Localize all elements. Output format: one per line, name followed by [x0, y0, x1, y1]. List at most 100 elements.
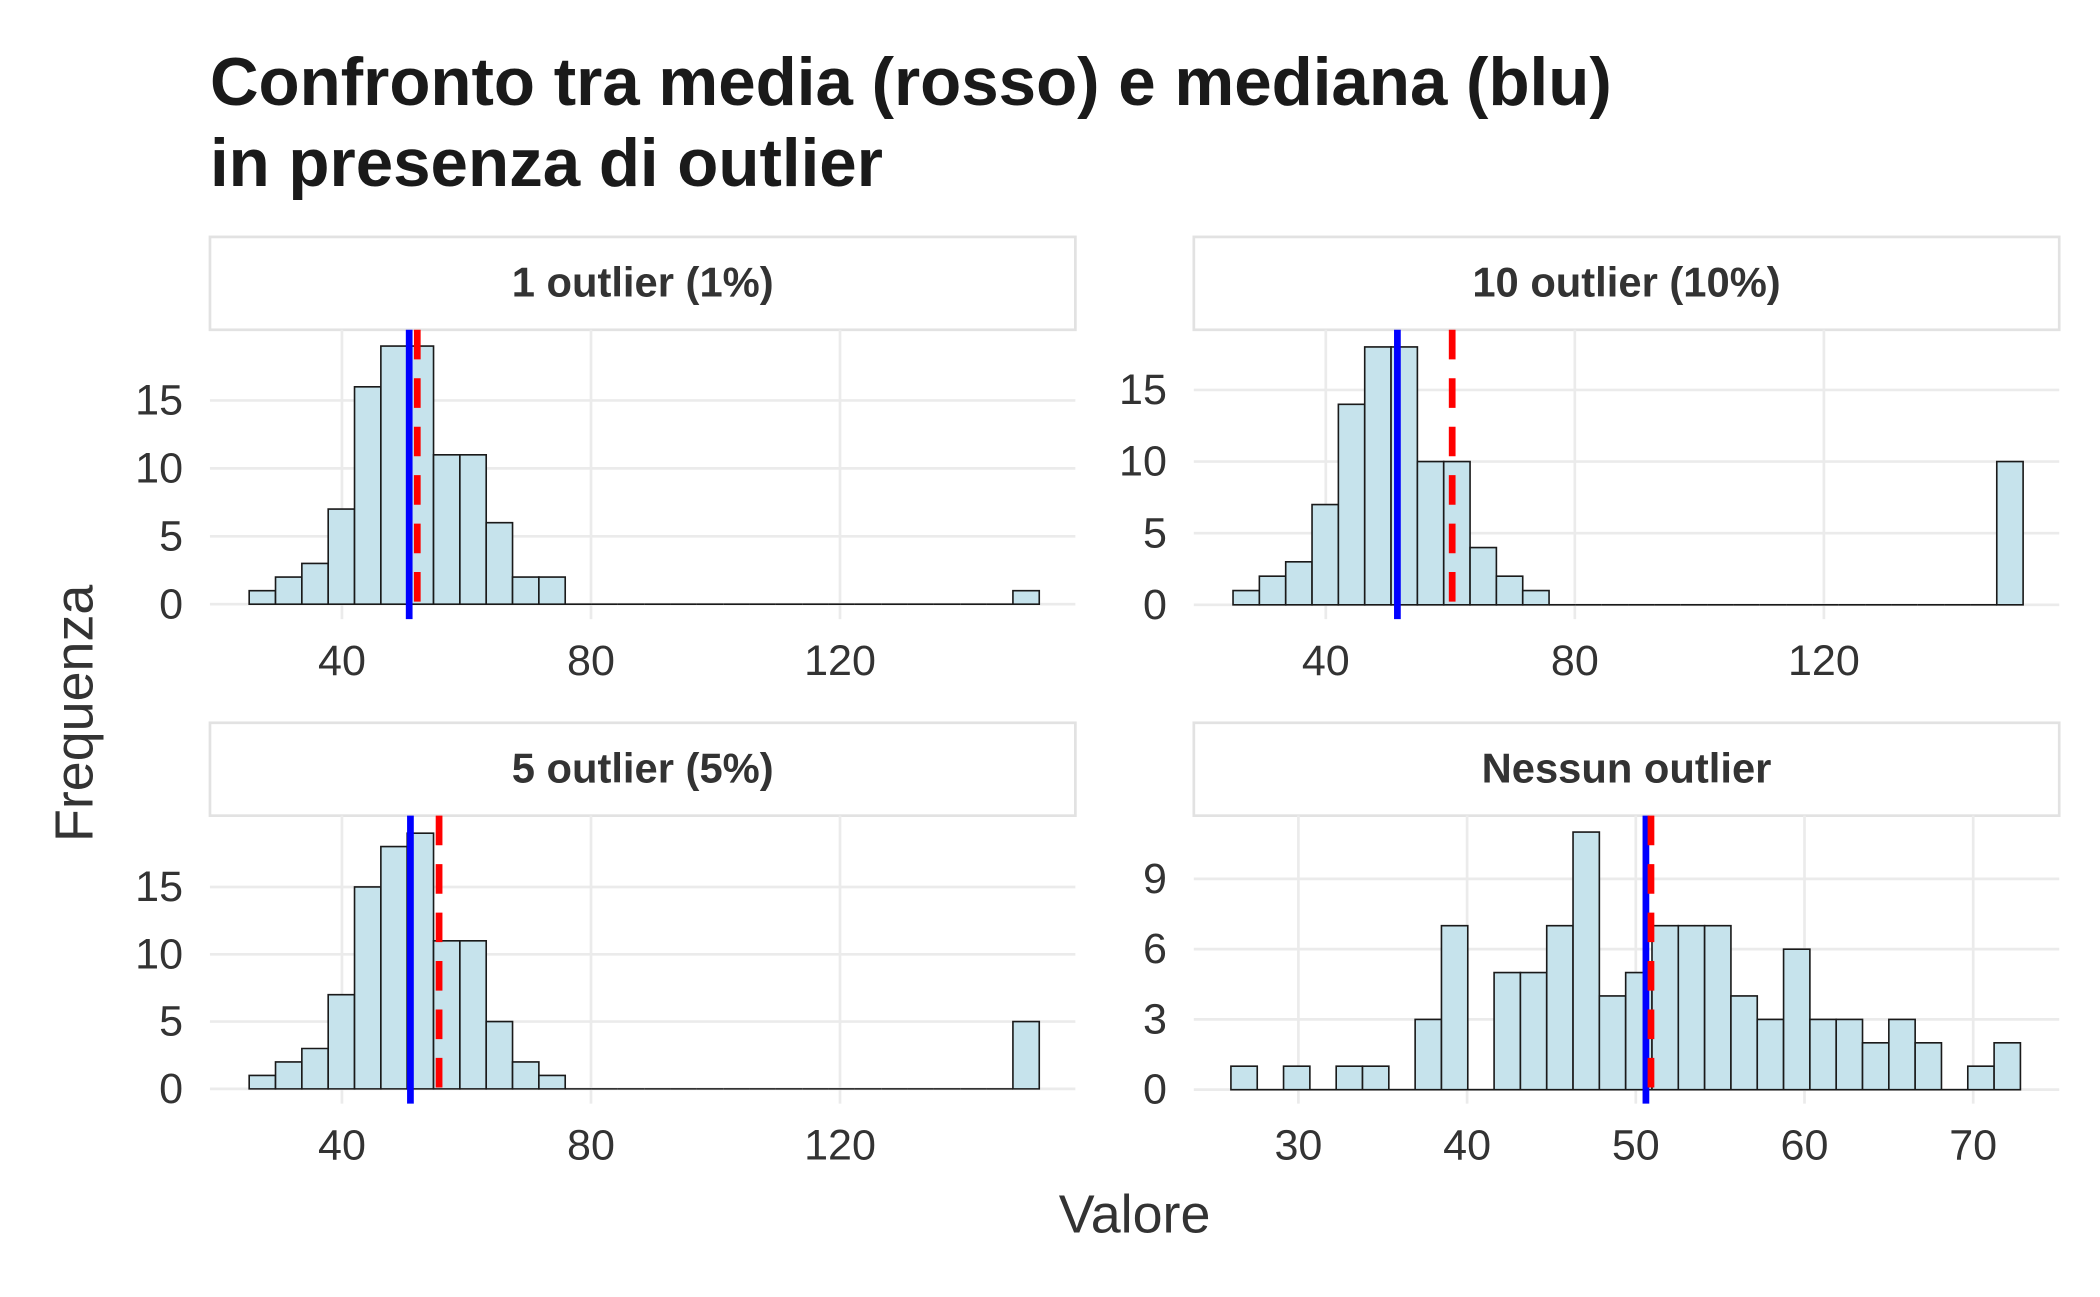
- histogram-bar: [248, 589, 277, 606]
- histogram-bar: [459, 940, 488, 1090]
- x-tick-label: 60: [1781, 1121, 1829, 1169]
- histogram-bar: [1232, 589, 1261, 606]
- x-tick-label: 120: [804, 637, 876, 685]
- histogram-bar: [1598, 995, 1627, 1091]
- histogram-bar: [1337, 403, 1366, 606]
- histogram-bar: [1677, 924, 1706, 1091]
- strip-title: 1 outlier (1%): [512, 258, 774, 305]
- x-tick-label: 120: [1788, 637, 1860, 685]
- x-tick-label: 40: [1302, 637, 1350, 685]
- histogram-bar: [432, 453, 461, 606]
- histogram-bar: [380, 345, 409, 606]
- histogram-bar: [459, 453, 488, 606]
- y-tick-label: 15: [135, 863, 183, 911]
- histogram-bar: [1493, 971, 1522, 1091]
- y-tick-label: 10: [1119, 438, 1167, 486]
- histogram-bar: [1258, 575, 1287, 606]
- x-tick-label: 80: [567, 1121, 615, 1169]
- strip-title: Nessun outlier: [1482, 744, 1772, 791]
- x-tick-label: 80: [1551, 637, 1599, 685]
- x-tick-label: 40: [318, 637, 366, 685]
- histogram-bar: [1835, 1018, 1864, 1091]
- strip-background: [208, 235, 1077, 332]
- histogram-bar: [1756, 1018, 1785, 1091]
- x-tick-label: 80: [567, 637, 615, 685]
- histogram-bar: [1440, 924, 1469, 1091]
- y-tick-label: 6: [1143, 925, 1167, 973]
- y-tick-label: 10: [135, 930, 183, 978]
- histogram-bar: [485, 521, 514, 606]
- strip-background: [1192, 721, 2061, 818]
- x-tick-label: 40: [318, 1121, 366, 1169]
- y-tick-label: 5: [159, 998, 183, 1046]
- y-tick-label: 9: [1143, 855, 1167, 903]
- histogram-bar: [1995, 460, 2024, 606]
- y-tick-label: 3: [1143, 995, 1167, 1043]
- y-tick-label: 15: [135, 377, 183, 425]
- histogram-bar: [1335, 1065, 1364, 1091]
- histogram-bar: [1469, 546, 1498, 606]
- histogram-bar: [511, 1061, 540, 1090]
- histogram-bar: [1914, 1041, 1943, 1091]
- y-tick-label: 10: [135, 444, 183, 492]
- x-tick-label: 40: [1443, 1121, 1491, 1169]
- histogram-bar: [1012, 589, 1041, 606]
- strip-title: 10 outlier (10%): [1472, 258, 1780, 305]
- histogram-bar: [1311, 503, 1340, 606]
- histogram-bar: [1651, 924, 1680, 1091]
- histogram-bar: [1416, 460, 1445, 606]
- histogram-bar: [1442, 460, 1471, 606]
- histogram-bar: [353, 886, 382, 1090]
- y-tick-label: 5: [159, 512, 183, 560]
- strip-background: [1192, 235, 2061, 332]
- x-tick-label: 50: [1612, 1121, 1660, 1169]
- x-tick-label: 120: [804, 1121, 876, 1169]
- histogram-bar: [1966, 1065, 1995, 1091]
- histogram-bar: [1888, 1018, 1916, 1091]
- histogram-bar: [1012, 1020, 1041, 1090]
- y-tick-label: 0: [1143, 581, 1167, 629]
- y-tick-label: 15: [1119, 366, 1167, 414]
- histogram-bar: [301, 1047, 329, 1090]
- histogram-bar: [1861, 1041, 1890, 1091]
- histogram-bar: [485, 1020, 514, 1090]
- histogram-bar: [1809, 1018, 1838, 1091]
- histogram-bar: [1703, 924, 1732, 1091]
- x-tick-label: 30: [1274, 1121, 1322, 1169]
- histogram-bar: [327, 993, 356, 1090]
- histogram-bar: [538, 1074, 567, 1090]
- histogram-bar: [1730, 995, 1759, 1091]
- histogram-bar: [1572, 831, 1601, 1091]
- histogram-bar: [1545, 924, 1574, 1091]
- strip-background: [208, 721, 1077, 818]
- y-axis-title: Frequenza: [44, 585, 104, 842]
- histogram-bar: [1363, 346, 1392, 606]
- x-tick-label: 70: [1949, 1121, 1997, 1169]
- histogram-bar: [327, 508, 356, 606]
- histogram-bar: [1495, 575, 1524, 606]
- histogram-bar: [1782, 948, 1811, 1091]
- histogram-bar: [538, 576, 567, 606]
- histogram-bar: [1521, 589, 1550, 606]
- histogram-bar: [1993, 1041, 2022, 1091]
- y-tick-label: 0: [159, 580, 183, 628]
- histogram-bar: [274, 1061, 303, 1090]
- histogram-bar: [353, 386, 382, 606]
- x-axis-title: Valore: [1059, 1184, 1211, 1244]
- histogram-bar: [1414, 1018, 1443, 1091]
- histogram-bar: [1284, 561, 1313, 606]
- histogram-bar: [1519, 971, 1548, 1091]
- strip-title: 5 outlier (5%): [512, 744, 774, 791]
- histogram-bar: [274, 576, 303, 606]
- histogram-bar: [301, 562, 329, 606]
- histogram-bar: [511, 576, 540, 606]
- histogram-bar: [1282, 1065, 1311, 1091]
- y-tick-label: 0: [1143, 1066, 1167, 1114]
- y-tick-label: 5: [1143, 509, 1167, 557]
- histogram-bar: [248, 1074, 277, 1090]
- histogram-bar: [380, 845, 409, 1090]
- histogram-bar: [1361, 1065, 1390, 1091]
- chart-title: Confronto tra media (rosso) e mediana (b…: [210, 45, 1612, 201]
